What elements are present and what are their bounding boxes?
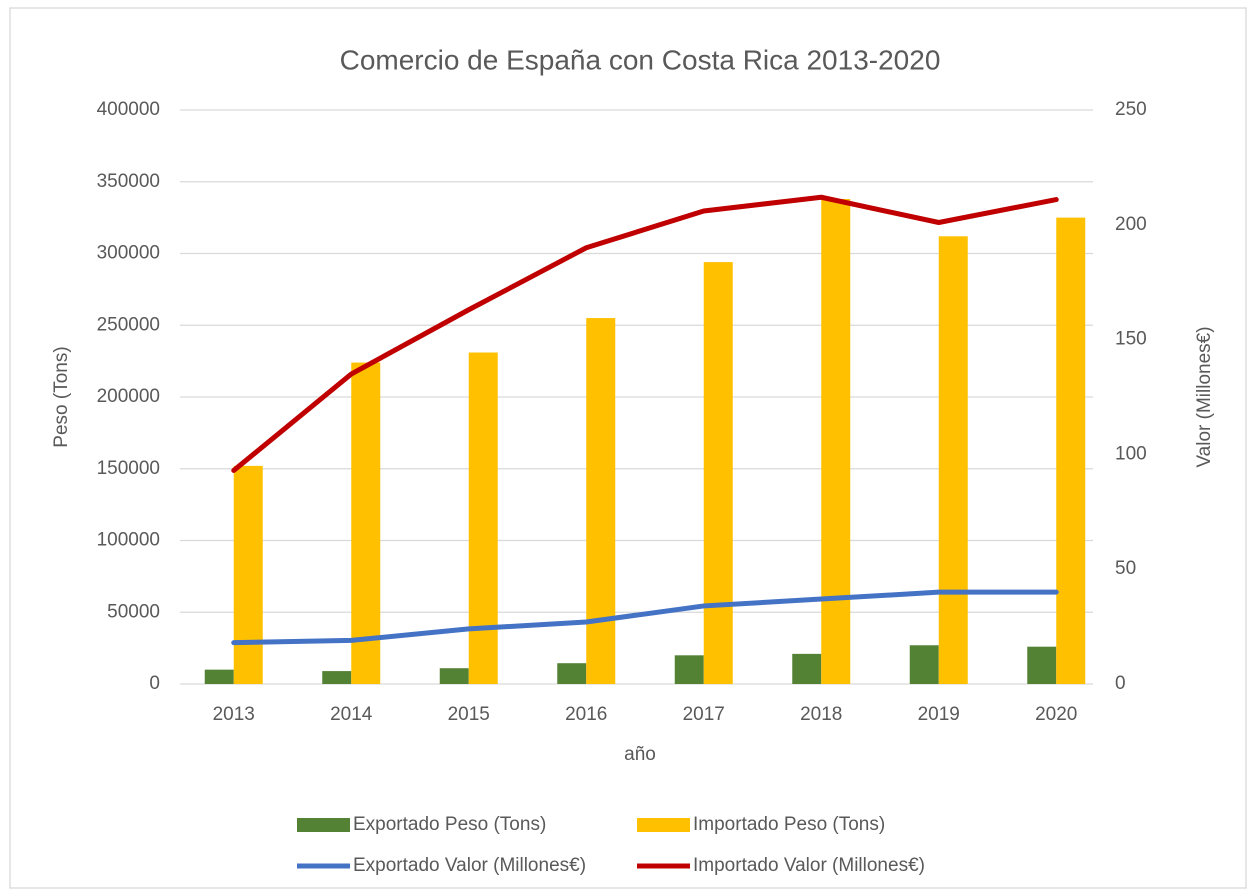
line <box>231 589 1059 646</box>
bar <box>938 236 968 684</box>
bar <box>204 669 234 684</box>
y-tick-label: 350000 <box>97 171 160 192</box>
y2-tick-label: 150 <box>1115 329 1147 350</box>
bar <box>703 262 733 684</box>
bar <box>674 655 704 684</box>
y-tick-label: 250000 <box>97 314 160 335</box>
x-tick-label: 2016 <box>565 704 607 725</box>
bar <box>439 668 469 684</box>
x-tick-label: 2015 <box>448 704 490 725</box>
legend-label: Exportado Valor (Millones€) <box>353 855 586 876</box>
y2-tick-label: 200 <box>1115 214 1147 235</box>
legend-label: Importado Valor (Millones€) <box>693 855 925 876</box>
bar <box>322 671 352 684</box>
x-tick-label: 2013 <box>213 704 255 725</box>
y2-tick-label: 0 <box>1115 673 1126 694</box>
y2-tick-label: 50 <box>1115 558 1136 579</box>
y-tick-label: 400000 <box>97 99 160 120</box>
legend-swatch <box>297 818 350 832</box>
bar <box>586 318 616 684</box>
x-axis-title: año <box>624 744 656 765</box>
bar <box>1056 217 1086 684</box>
y-tick-label: 150000 <box>97 458 160 479</box>
y-axis-title: Peso (Tons) <box>51 346 72 447</box>
bar <box>909 645 939 684</box>
x-tick-label: 2014 <box>330 704 373 725</box>
y2-tick-label: 250 <box>1115 99 1147 120</box>
x-tick-label: 2017 <box>683 704 725 725</box>
bar <box>468 352 498 684</box>
bar <box>233 465 263 684</box>
bar <box>821 198 851 684</box>
y-tick-label: 0 <box>149 673 160 694</box>
y2-axis-title: Valor (Millones€) <box>1194 326 1215 467</box>
legend-swatch <box>637 818 690 832</box>
y-tick-label: 100000 <box>97 530 160 551</box>
y-tick-label: 50000 <box>107 601 160 622</box>
x-tick-label: 2019 <box>918 704 960 725</box>
y2-tick-label: 100 <box>1115 443 1147 464</box>
chart-border <box>9 7 1247 889</box>
legend-label: Exportado Peso (Tons) <box>353 814 546 835</box>
bar <box>557 663 587 684</box>
x-tick-label: 2020 <box>1035 704 1077 725</box>
y-tick-label: 200000 <box>97 386 160 407</box>
bar <box>792 653 822 684</box>
x-tick-label: 2018 <box>800 704 842 725</box>
line <box>231 194 1059 473</box>
legend-label: Importado Peso (Tons) <box>693 814 885 835</box>
y-tick-label: 300000 <box>97 243 160 264</box>
bar <box>1027 646 1057 684</box>
chart-title: Comercio de España con Costa Rica 2013-2… <box>340 44 941 75</box>
bar <box>351 362 381 684</box>
